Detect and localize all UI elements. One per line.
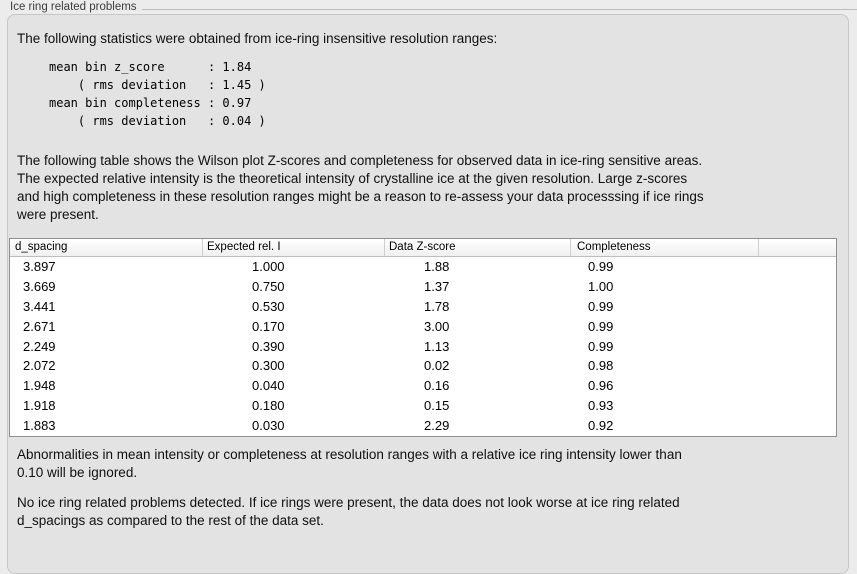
stats-values-block: mean bin z_score : 1.84 ( rms deviation …: [49, 60, 266, 128]
table-cell: 3.00: [424, 318, 450, 334]
table-cell: 1.883: [23, 418, 56, 434]
table-cell: [758, 317, 836, 337]
table-cell: 2.249: [23, 338, 56, 354]
table-row[interactable]: 3.897 1.000 1.88 0.99: [10, 257, 836, 277]
column-header-data-z-score[interactable]: Data Z-score: [384, 239, 570, 256]
conclusion-text: No ice ring related problems detected. I…: [17, 495, 680, 529]
table-cell: 0.99: [588, 318, 614, 334]
table-cell: 2.29: [424, 418, 450, 434]
groupbox-header: Ice ring related problems: [0, 0, 857, 14]
table-cell: 0.170: [252, 318, 285, 334]
table-row[interactable]: 1.948 0.040 0.16 0.96: [10, 376, 836, 396]
table-cell: 0.300: [252, 358, 285, 374]
table-cell: 0.02: [424, 358, 450, 374]
table-cell: 0.750: [252, 278, 285, 294]
table-cell: 1.13: [424, 338, 450, 354]
table-cell: 3.441: [23, 298, 56, 314]
table-cell: 0.98: [588, 358, 614, 374]
table-row[interactable]: 2.072 0.300 0.02 0.98: [10, 356, 836, 376]
table-cell: 0.040: [252, 378, 285, 394]
table-cell: 0.93: [588, 398, 614, 414]
table-cell: 2.072: [23, 358, 56, 374]
table-row[interactable]: 1.883 0.030 2.29 0.92: [10, 416, 836, 436]
table-description-text: The following table shows the Wilson plo…: [17, 153, 704, 222]
table-cell: 1.37: [424, 278, 450, 294]
column-header-empty[interactable]: [758, 239, 836, 256]
table-cell: 0.390: [252, 338, 285, 354]
table-cell: 0.92: [588, 418, 614, 434]
table-cell: 0.99: [588, 298, 614, 314]
ignore-threshold-note: Abnormalities in mean intensity or compl…: [17, 447, 682, 481]
groupbox-title: Ice ring related problems: [10, 1, 137, 13]
table-row[interactable]: 3.669 0.750 1.37 1.00: [10, 277, 836, 297]
table-row[interactable]: 3.441 0.530 1.78 0.99: [10, 297, 836, 317]
table-cell: [758, 376, 836, 396]
table-cell: 0.99: [588, 338, 614, 354]
table-cell: [758, 416, 836, 436]
table-cell: 0.180: [252, 398, 285, 414]
table-cell: [758, 337, 836, 357]
table-row[interactable]: 2.671 0.170 3.00 0.99: [10, 317, 836, 337]
table-cell: 1.948: [23, 378, 56, 394]
table-cell: 2.671: [23, 318, 56, 334]
table-cell: 0.030: [252, 418, 285, 434]
ice-ring-panel: The following statistics were obtained f…: [7, 14, 849, 574]
table-cell: [758, 277, 836, 297]
ice-ring-table: d_spacing Expected rel. I Data Z-score C…: [9, 238, 837, 438]
column-header-expected-rel-i[interactable]: Expected rel. I: [202, 239, 384, 256]
table-cell: 0.96: [588, 378, 614, 394]
groupbox-rule: [141, 9, 857, 10]
table-cell: 0.99: [588, 259, 614, 274]
table-cell: 0.15: [424, 398, 450, 414]
table-body: 3.897 1.000 1.88 0.99 3.669 0.750 1.37 1.00 3.44…: [10, 257, 836, 436]
table-cell: [758, 297, 836, 317]
column-header-completeness[interactable]: Completeness: [570, 239, 758, 256]
table-cell: 1.88: [424, 259, 450, 274]
table-header-row: d_spacing Expected rel. I Data Z-score C…: [10, 239, 836, 257]
column-header-d-spacing[interactable]: d_spacing: [15, 241, 68, 253]
table-cell: 1.00: [588, 278, 614, 294]
table-cell: 0.530: [252, 298, 285, 314]
table-cell: [758, 257, 836, 277]
table-cell: [758, 396, 836, 416]
table-cell: 3.897: [23, 259, 56, 274]
stats-intro-text: The following statistics were obtained f…: [17, 31, 498, 46]
table-cell: 3.669: [23, 278, 56, 294]
table-cell: 1.000: [252, 259, 285, 274]
table-cell: 1.918: [23, 398, 56, 414]
table-row[interactable]: 2.249 0.390 1.13 0.99: [10, 337, 836, 357]
table-cell: 1.78: [424, 298, 450, 314]
table-row[interactable]: 1.918 0.180 0.15 0.93: [10, 396, 836, 416]
table-cell: 0.16: [424, 378, 450, 394]
table-cell: [758, 356, 836, 376]
